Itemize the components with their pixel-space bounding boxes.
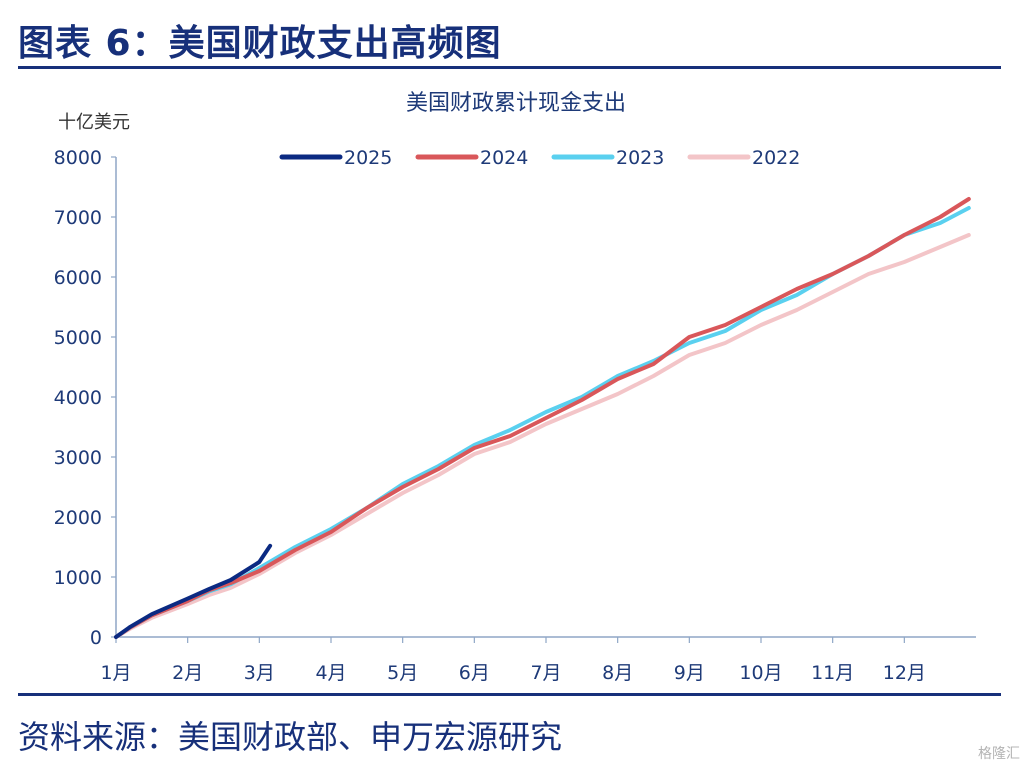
y-tick-label: 7000: [54, 207, 102, 229]
series-line-2025: [114, 543, 273, 639]
legend-label-2022: 2022: [752, 147, 800, 169]
series-layer: [114, 197, 971, 639]
x-tick-label: 5月: [387, 662, 418, 684]
y-tick-label: 4000: [54, 387, 102, 409]
legend-label-2023: 2023: [616, 147, 664, 169]
y-tick-label: 2000: [54, 507, 102, 529]
x-tick-label: 6月: [459, 662, 490, 684]
x-tick-label: 7月: [530, 662, 561, 684]
source-note: 资料来源：美国财政部、申万宏源研究: [18, 718, 563, 756]
axes: 0 1000 2000 3000 4000 5000 6000 7000 8000 1月 2月 3月 4…: [54, 147, 976, 684]
y-tick-label: 3000: [54, 447, 102, 469]
footer-divider: [18, 693, 1001, 696]
x-tick-label: 8月: [602, 662, 633, 684]
x-tick-label: 9月: [674, 662, 705, 684]
x-tick-label: 4月: [315, 662, 346, 684]
x-tick-label: 1月: [100, 662, 131, 684]
chart: 美国财政累计现金支出 十亿美元 2025 2024 2023 2022 0 1000 20…: [54, 91, 976, 684]
x-tick-label: 12月: [883, 662, 926, 684]
y-tick-label: 6000: [54, 267, 102, 289]
y-tick-label: 5000: [54, 327, 102, 349]
page-title: 图表 6：美国财政支出高频图: [18, 23, 502, 64]
y-tick-label: 0: [90, 627, 102, 649]
y-tick-label: 1000: [54, 567, 102, 589]
legend-label-2025: 2025: [344, 147, 392, 169]
legend-label-2024: 2024: [480, 147, 528, 169]
chart-title: 美国财政累计现金支出: [406, 91, 626, 116]
series-line-2022: [114, 233, 971, 639]
header-divider: [18, 66, 1001, 69]
y-axis-unit-label: 十亿美元: [58, 112, 130, 133]
watermark: 格隆汇: [978, 746, 1020, 762]
x-tick-label: 3月: [244, 662, 275, 684]
x-tick-label: 2月: [172, 662, 203, 684]
y-tick-label: 8000: [54, 147, 102, 169]
legend: 2025 2024 2023 2022: [279, 147, 800, 169]
x-tick-label: 10月: [739, 662, 782, 684]
x-tick-label: 11月: [811, 662, 854, 684]
